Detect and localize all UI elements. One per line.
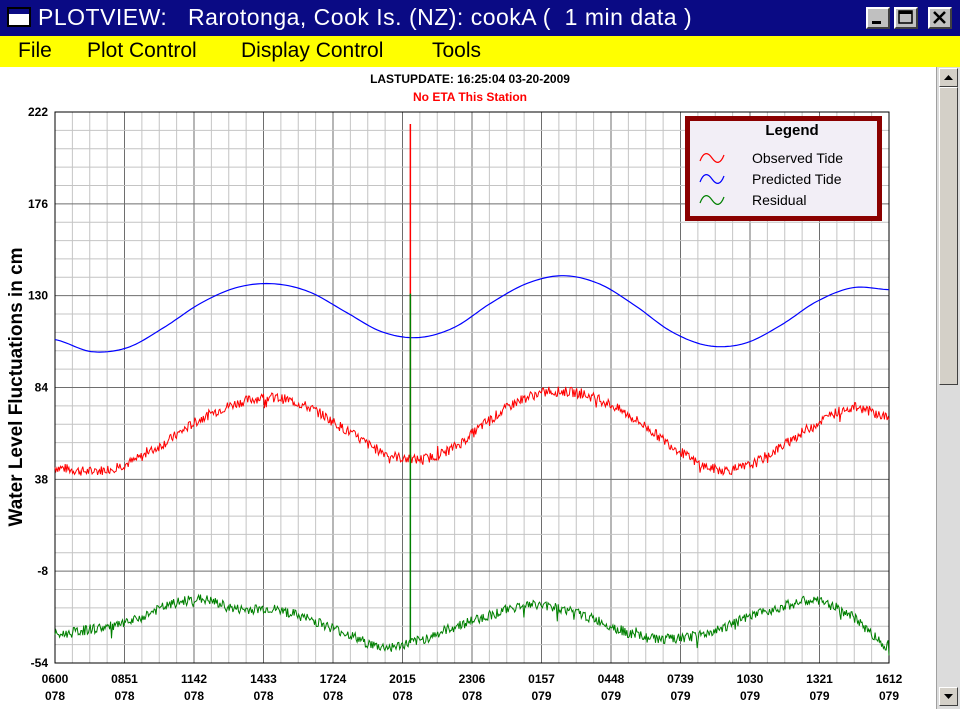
x-tick-day-label: 079 <box>670 689 690 703</box>
plot-frame <box>54 111 890 664</box>
menu-file[interactable]: File <box>18 39 52 62</box>
minimize-icon <box>872 21 881 24</box>
legend-swatch <box>699 153 725 163</box>
chart-grid <box>54 111 890 664</box>
legend-entry-label: Observed Tide <box>752 150 843 166</box>
x-tick-time-label: 1321 <box>806 672 833 686</box>
x-tick-time-label: 1724 <box>320 672 347 686</box>
y-tick-label: 176 <box>28 197 48 211</box>
x-tick-day-label: 079 <box>601 689 621 703</box>
x-tick-time-label: 2306 <box>459 672 486 686</box>
x-tick-time-label: 0851 <box>111 672 138 686</box>
x-tick-time-label: 0448 <box>598 672 625 686</box>
menu-display-control[interactable]: Display Control <box>241 39 384 62</box>
x-tick-day-label: 078 <box>392 689 412 703</box>
tide-chart: LASTUPDATE: 16:25:04 03-20-2009 No ETA T… <box>6 72 903 703</box>
menu-plot-control[interactable]: Plot Control <box>87 39 197 62</box>
y-tick-label: 222 <box>28 105 48 119</box>
minimize-button[interactable] <box>866 7 890 29</box>
x-tick-time-label: 1612 <box>876 672 903 686</box>
y-tick-label: 84 <box>35 381 49 395</box>
x-tick-day-label: 079 <box>740 689 760 703</box>
last-update-label: LASTUPDATE: 16:25:04 03-20-2009 <box>370 72 570 86</box>
legend-background <box>690 121 877 216</box>
y-axis-label: Water Level Fluctuations in cm <box>6 247 27 526</box>
y-tick-label: -54 <box>31 656 49 670</box>
x-tick-time-label: 1142 <box>181 672 207 686</box>
menu-bar: File Plot Control Display Control Tools <box>0 36 960 68</box>
x-tick-day-label: 079 <box>809 689 829 703</box>
x-tick-day-label: 079 <box>531 689 551 703</box>
series-line <box>54 386 890 477</box>
series-line <box>54 275 890 353</box>
chart-series <box>54 123 890 656</box>
chart-subtitle: No ETA This Station <box>413 90 527 104</box>
x-tick-day-label: 078 <box>253 689 273 703</box>
x-tick-time-label: 1433 <box>250 672 277 686</box>
x-tick-day-label: 078 <box>462 689 482 703</box>
legend-title: Legend <box>765 122 818 139</box>
close-icon <box>933 11 946 24</box>
title-bar: PLOTVIEW: Rarotonga, Cook Is. (NZ): cook… <box>0 0 960 36</box>
plot-area: LASTUPDATE: 16:25:04 03-20-2009 No ETA T… <box>0 67 936 709</box>
x-tick-day-label: 079 <box>879 689 899 703</box>
y-tick-label: 38 <box>35 472 49 486</box>
legend-swatch <box>699 195 725 205</box>
scrollbar-thumb[interactable] <box>939 87 958 385</box>
x-axis-ticks: 0600 078 0851 078 1142 078 1433 078 1724 078 2015 0… <box>42 672 903 703</box>
series-line <box>54 593 890 656</box>
x-tick-time-label: 0600 <box>42 672 69 686</box>
x-tick-day-label: 078 <box>45 689 65 703</box>
chart-legend: Legend Observed Tide Predicted Tide Residu… <box>685 116 882 221</box>
maximize-button[interactable] <box>894 7 918 29</box>
scroll-up-button[interactable] <box>939 68 958 87</box>
x-tick-time-label: 0157 <box>528 672 555 686</box>
x-tick-time-label: 2015 <box>389 672 416 686</box>
scroll-down-button[interactable] <box>939 687 958 706</box>
y-tick-label: -8 <box>37 564 48 578</box>
arrow-down-icon <box>944 694 953 699</box>
close-button[interactable] <box>928 7 952 29</box>
y-axis-ticks: 222 176 130 84 38 -8 -54 <box>28 105 48 670</box>
x-tick-day-label: 078 <box>323 689 343 703</box>
legend-entry-label: Residual <box>752 192 806 208</box>
vertical-scrollbar[interactable] <box>936 67 960 709</box>
x-tick-time-label: 1030 <box>737 672 764 686</box>
legend-entry-label: Predicted Tide <box>752 171 842 187</box>
menu-tools[interactable]: Tools <box>432 39 482 62</box>
window-title: PLOTVIEW: Rarotonga, Cook Is. (NZ): cook… <box>38 4 693 30</box>
x-tick-day-label: 078 <box>184 689 204 703</box>
legend-swatch <box>699 174 725 184</box>
y-tick-label: 130 <box>28 289 48 303</box>
arrow-up-icon <box>944 75 953 80</box>
app-window-icon[interactable] <box>7 7 31 27</box>
x-tick-day-label: 078 <box>114 689 134 703</box>
maximize-icon <box>898 10 913 24</box>
legend-entries: Observed Tide Predicted Tide Residual <box>699 150 843 208</box>
x-tick-time-label: 0739 <box>667 672 694 686</box>
